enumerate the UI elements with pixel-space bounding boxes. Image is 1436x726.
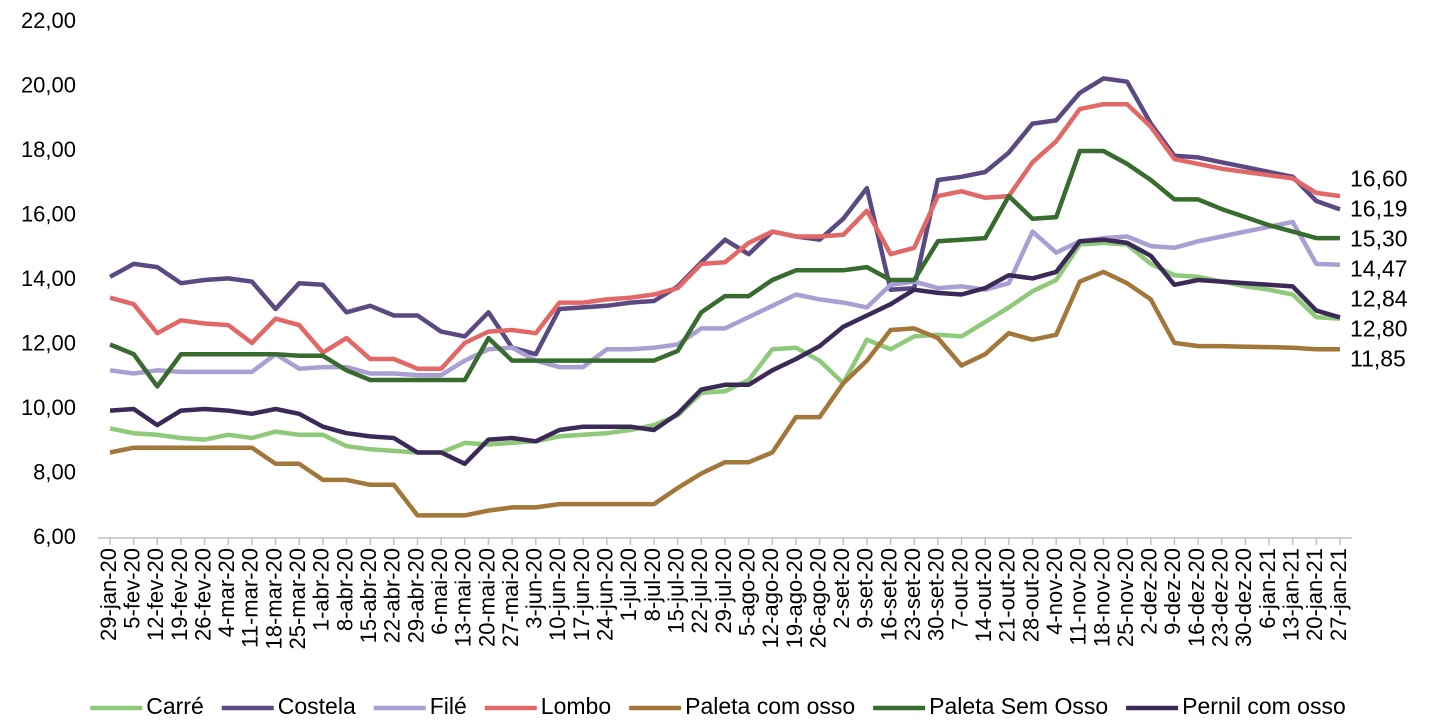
x-tick-label: 16-dez-20 bbox=[1184, 548, 1209, 647]
x-tick-label: 14-out-20 bbox=[971, 548, 996, 642]
x-tick-label: 23-set-20 bbox=[900, 548, 925, 641]
x-tick-label: 9-dez-20 bbox=[1160, 548, 1185, 635]
x-tick-label: 29-abr-20 bbox=[403, 548, 428, 643]
x-tick-label: 25-nov-20 bbox=[1113, 548, 1138, 647]
series-line bbox=[109, 237, 1341, 467]
x-tick-label: 19-fev-20 bbox=[167, 548, 192, 641]
legend-label: Filé bbox=[430, 693, 467, 719]
legend: Carré Costela Filé Lombo Paleta com osso Pale… bbox=[90, 693, 1346, 719]
x-tick-label: 24-jun-20 bbox=[593, 548, 618, 641]
x-tick-label: 4-mar-20 bbox=[214, 548, 239, 637]
x-tick-label: 30-dez-20 bbox=[1231, 548, 1256, 647]
y-tick-label: 22,00 bbox=[21, 8, 76, 33]
x-tick-label: 26-ago-20 bbox=[805, 548, 830, 648]
x-tick-label: 7-out-20 bbox=[947, 548, 972, 630]
x-tick-label: 29-jan-20 bbox=[96, 548, 121, 641]
x-tick-label: 6-mai-20 bbox=[427, 548, 452, 635]
x-tick-label: 27-jan-21 bbox=[1326, 548, 1351, 641]
x-tick-label: 30-set-20 bbox=[924, 548, 949, 641]
x-tick-label: 15-jul-20 bbox=[664, 548, 689, 634]
series-line bbox=[109, 269, 1340, 518]
x-tick-label: 20-jan-21 bbox=[1302, 548, 1327, 641]
value-label: 12,80 bbox=[1350, 316, 1408, 342]
x-tick-label: 4-nov-20 bbox=[1042, 548, 1067, 635]
value-label: 15,30 bbox=[1350, 226, 1408, 252]
x-tick-label: 17-jun-20 bbox=[569, 548, 594, 641]
x-tick-label: 22-abr-20 bbox=[380, 548, 405, 643]
legend-label: Paleta com osso bbox=[685, 693, 855, 719]
x-tick-label: 13-mai-20 bbox=[451, 548, 476, 647]
value-label: 16,60 bbox=[1350, 166, 1408, 192]
x-tick-label: 11-nov-20 bbox=[1066, 548, 1091, 645]
x-tick-label: 5-fev-20 bbox=[119, 548, 144, 629]
x-tick-label: 15-abr-20 bbox=[356, 548, 381, 643]
legend-label: Costela bbox=[278, 693, 356, 719]
x-tick-label: 10-jun-20 bbox=[545, 548, 570, 641]
x-tick-label: 6-jan-21 bbox=[1255, 548, 1280, 629]
x-tick-label: 23-dez-20 bbox=[1208, 548, 1233, 647]
series-line bbox=[109, 148, 1340, 389]
x-tick-label: 18-nov-20 bbox=[1089, 548, 1114, 647]
value-label: 16,19 bbox=[1350, 196, 1408, 222]
x-tick-label: 16-set-20 bbox=[876, 548, 901, 641]
value-label: 12,84 bbox=[1350, 286, 1408, 312]
x-tick-label: 22-jul-20 bbox=[687, 548, 712, 634]
y-tick-label: 20,00 bbox=[21, 72, 76, 97]
x-tick-label: 12-fev-20 bbox=[143, 548, 168, 641]
y-tick-label: 14,00 bbox=[21, 266, 76, 291]
x-tick-label: 11-mar-20 bbox=[238, 548, 263, 648]
legend-label: Carré bbox=[146, 693, 204, 719]
series-line bbox=[109, 240, 1341, 455]
y-tick-label: 8,00 bbox=[33, 459, 76, 484]
x-tick-label: 13-jan-21 bbox=[1279, 548, 1304, 641]
y-tick-label: 6,00 bbox=[33, 524, 76, 549]
x-tick-label: 26-fev-20 bbox=[190, 548, 215, 641]
x-tick-label: 5-ago-20 bbox=[734, 548, 759, 636]
x-tick-label: 27-mai-20 bbox=[498, 548, 523, 647]
x-tick-label: 28-out-20 bbox=[1018, 548, 1043, 642]
y-tick-label: 16,00 bbox=[21, 201, 76, 226]
x-tick-label: 12-ago-20 bbox=[758, 548, 783, 648]
legend-label: Pernil com osso bbox=[1182, 693, 1346, 719]
x-tick-label: 1-abr-20 bbox=[309, 548, 334, 631]
x-tick-label: 21-out-20 bbox=[995, 548, 1020, 642]
x-tick-label: 29-jul-20 bbox=[711, 548, 736, 634]
x-tick-label: 1-jul-20 bbox=[616, 548, 641, 621]
y-tick-label: 18,00 bbox=[21, 137, 76, 162]
value-label: 11,85 bbox=[1350, 346, 1406, 372]
series-line bbox=[108, 76, 1341, 357]
series-line bbox=[109, 219, 1341, 378]
x-tick-label: 20-mai-20 bbox=[474, 548, 499, 647]
series-line bbox=[109, 101, 1341, 371]
value-label: 14,47 bbox=[1350, 256, 1408, 282]
x-tick-label: 2-dez-20 bbox=[1137, 548, 1162, 635]
x-tick-label: 25-mar-20 bbox=[285, 548, 310, 649]
x-tick-label: 19-ago-20 bbox=[782, 548, 807, 648]
y-tick-label: 10,00 bbox=[21, 395, 76, 420]
x-tick-label: 2-set-20 bbox=[829, 548, 854, 629]
legend-label: Lombo bbox=[541, 693, 611, 719]
x-tick-label: 8-abr-20 bbox=[332, 548, 357, 631]
x-tick-label: 3-jun-20 bbox=[522, 548, 547, 629]
legend-label: Paleta Sem Osso bbox=[929, 693, 1108, 719]
x-tick-label: 18-mar-20 bbox=[261, 548, 286, 649]
x-tick-label: 8-jul-20 bbox=[640, 548, 665, 621]
x-tick-label: 9-set-20 bbox=[853, 548, 878, 629]
y-tick-label: 12,00 bbox=[21, 330, 76, 355]
